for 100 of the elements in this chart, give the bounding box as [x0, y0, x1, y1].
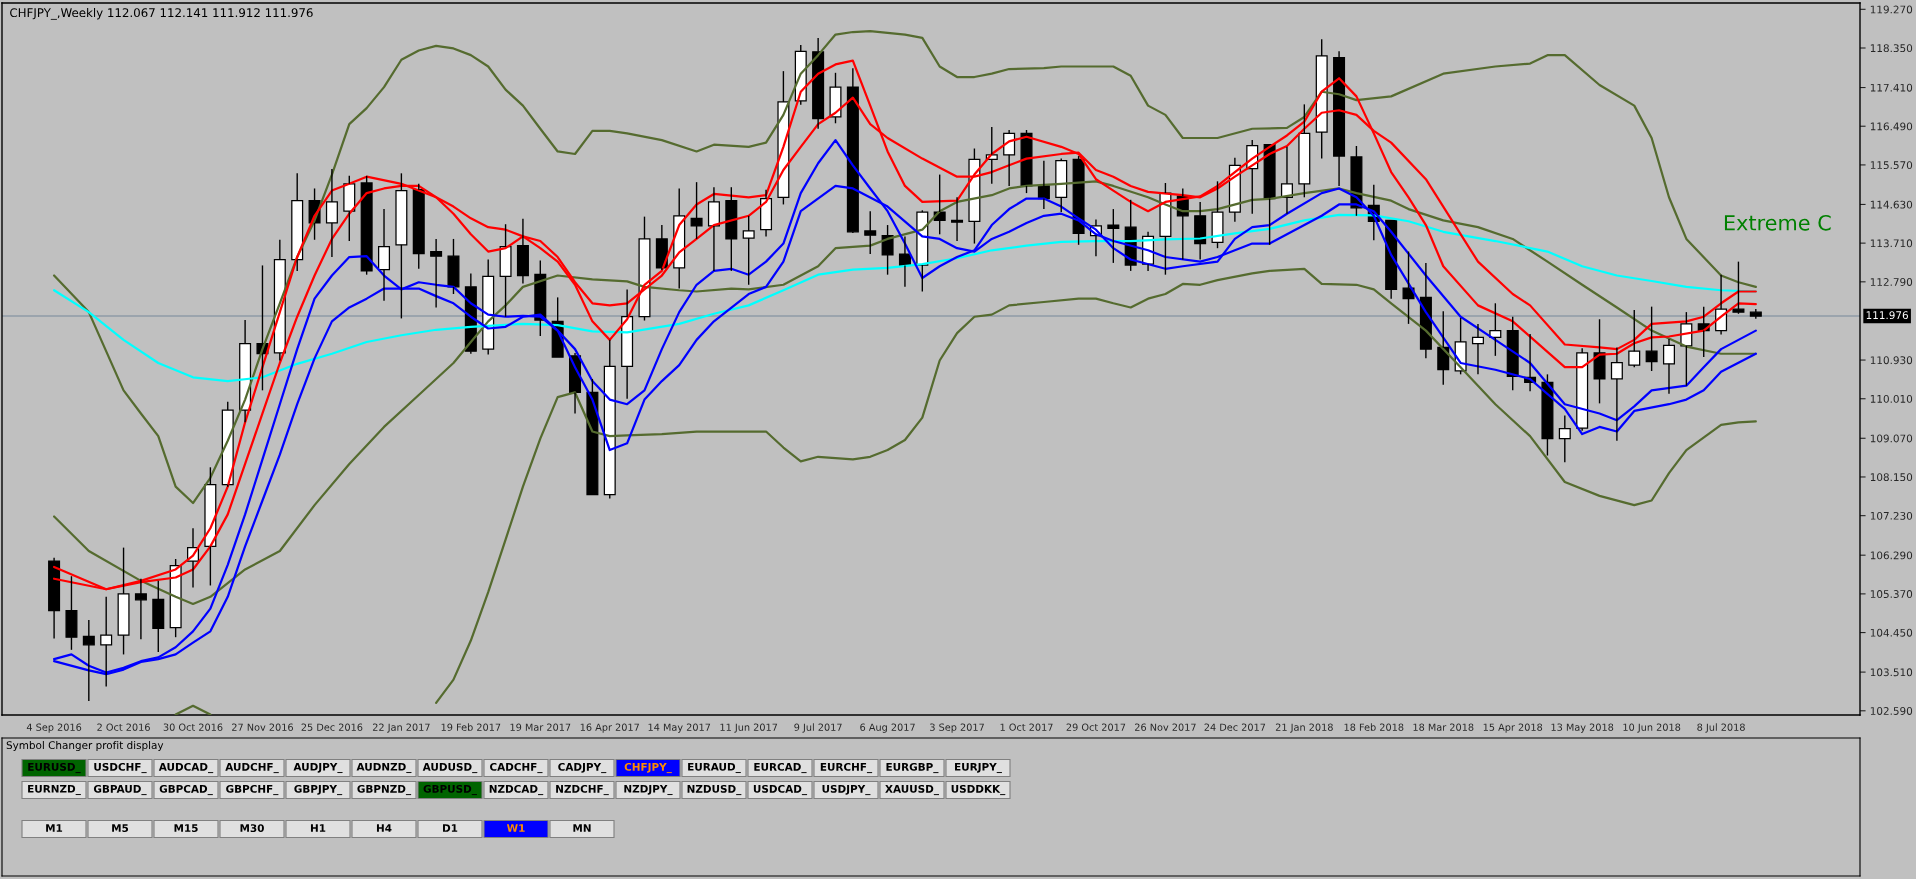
text: USDJPY_ [822, 784, 871, 796]
y-tick-label: 102.590 [1870, 707, 1913, 715]
x-tick-label: 11 Jun 2017 [720, 723, 778, 733]
candlestick [1402, 250, 1415, 325]
x-tick-label: 2 Oct 2016 [97, 723, 150, 731]
x-tick-label: 9 Jul 2017 [794, 723, 842, 733]
candlestick [1749, 308, 1762, 320]
x-tick-label: 25 Dec 2016 [301, 723, 363, 731]
y-tick-label: 105.370 [1870, 590, 1913, 598]
candlestick [1610, 346, 1623, 442]
chart-title: CHFJPY_,Weekly 112.067 112.141 111.912 111.976 [10, 7, 313, 20]
text: NZDJPY_ [624, 784, 673, 796]
candlestick [499, 223, 512, 318]
candlestick [1576, 347, 1589, 432]
candlestick [1593, 318, 1606, 405]
text: H4 [376, 824, 392, 832]
candlestick [760, 189, 773, 238]
y-tick-label: 115.570 [1870, 161, 1913, 170]
text: GBPCAD_ [159, 784, 213, 796]
text: CHFJPY_ [624, 762, 672, 774]
y-tick-label: 118.350 [1870, 44, 1913, 53]
text: M1 [46, 824, 63, 832]
text: AUDCAD_ [158, 762, 214, 774]
x-tick-label: 19 Mar 2017 [510, 723, 571, 731]
x-tick-label: 14 May 2017 [648, 723, 711, 733]
x-tick-label: 4 Sep 2016 [26, 723, 82, 733]
x-tick-label: 26 Nov 2017 [1135, 723, 1196, 731]
text: GBPCHF_ [226, 784, 279, 796]
text: AUDNZD_ [356, 762, 412, 774]
candlestick [82, 619, 95, 702]
x-tick-label: 10 Jun 2018 [1623, 723, 1681, 733]
annotation: Extreme C [1724, 214, 1831, 231]
y-tick-label: 112.790 [1870, 278, 1913, 286]
y-tick-label: 110.010 [1870, 394, 1913, 403]
candlestick [378, 208, 391, 302]
y-tick-label: 113.710 [1870, 239, 1913, 248]
x-tick-label: 6 Aug 2017 [860, 723, 915, 733]
x-tick-label: 24 Dec 2017 [1204, 723, 1266, 731]
candlestick [152, 580, 165, 653]
candlestick [325, 168, 338, 258]
text: EURAUD_ [688, 762, 741, 774]
x-tick-label: 1 Oct 2017 [1000, 723, 1053, 731]
text: GBPNZD_ [357, 784, 412, 796]
text: NZDUSD_ [687, 784, 742, 796]
y-tick-label: 108.150 [1870, 473, 1913, 482]
text: EURCAD_ [754, 762, 807, 774]
candlestick [951, 196, 964, 242]
candlestick [1489, 302, 1502, 357]
x-tick-label: 13 May 2018 [1551, 723, 1614, 733]
candlestick [100, 596, 113, 688]
ref-line-label: 111.976 [1866, 311, 1908, 320]
text: XAUUSD_ [885, 784, 940, 796]
x-tick-label: 29 Oct 2017 [1066, 723, 1126, 731]
text: W1 [506, 824, 525, 832]
x-tick-label: 19 Feb 2017 [441, 723, 501, 731]
x-tick-label: 15 Apr 2018 [1483, 723, 1543, 733]
candlestick [430, 238, 443, 309]
candlestick [1732, 260, 1745, 315]
candlestick [898, 235, 911, 288]
y-tick-label: 106.290 [1870, 551, 1913, 560]
candlestick [1194, 201, 1207, 261]
candlestick [117, 546, 130, 656]
text: GBPUSD_ [423, 784, 477, 796]
text: EURCHF_ [820, 762, 873, 774]
y-tick-label: 103.510 [1870, 668, 1913, 677]
candlestick [707, 186, 720, 272]
text: NZDCHF_ [556, 784, 609, 796]
candlestick [864, 210, 877, 255]
candlestick [1662, 338, 1675, 395]
text: Symbol Changer profit display [6, 741, 164, 752]
text: CADJPY_ [558, 762, 607, 774]
text: M15 [174, 824, 198, 833]
text: USDDKK_ [951, 784, 1006, 796]
candlestick [655, 224, 668, 271]
y-tick-label: 116.490 [1870, 122, 1913, 131]
text: GBPAUD_ [93, 784, 147, 796]
candlestick [621, 288, 634, 400]
x-tick-label: 18 Feb 2018 [1344, 723, 1404, 731]
text: USDCHF_ [94, 762, 147, 774]
text: EURGBP_ [886, 762, 939, 774]
text: D1 [443, 824, 458, 832]
y-tick-label: 119.270 [1870, 5, 1913, 14]
y-tick-label: 117.410 [1870, 83, 1913, 92]
x-tick-label: 30 Oct 2016 [163, 723, 223, 731]
text: EURUSD_ [28, 762, 81, 774]
candlestick [812, 37, 825, 130]
x-tick-label: 22 Jan 2017 [372, 723, 430, 733]
text: AUDJPY_ [293, 762, 343, 774]
candlestick [48, 557, 61, 640]
candlestick [516, 218, 529, 285]
x-tick-label: 8 Jul 2018 [1697, 723, 1745, 733]
text: USDCAD_ [753, 784, 808, 796]
x-tick-label: 27 Nov 2016 [232, 723, 293, 731]
text: AUDCHF_ [225, 762, 279, 774]
text: GBPJPY_ [294, 784, 343, 796]
y-tick-label: 114.630 [1870, 200, 1913, 209]
y-tick-label: 104.450 [1870, 628, 1913, 637]
candlestick [1471, 323, 1484, 376]
y-tick-label: 107.230 [1870, 511, 1913, 520]
text: CADCHF_ [490, 762, 543, 774]
